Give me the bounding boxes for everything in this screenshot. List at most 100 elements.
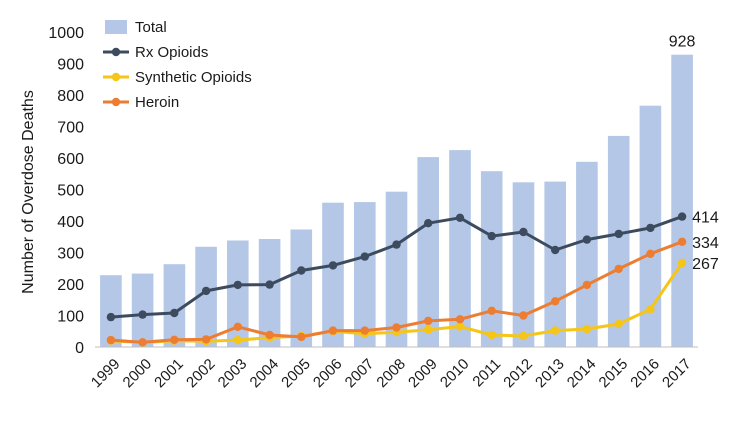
legend: Total Rx Opioids Synthetic Opioids Heroin	[103, 19, 252, 111]
bars-layer	[100, 54, 693, 347]
point-synthetic-opioids-2016	[646, 305, 655, 314]
point-heroin-2004	[265, 330, 274, 340]
point-synthetic-opioids-2014	[582, 324, 592, 334]
point-rx-opioids-2007	[360, 252, 369, 261]
point-rx-opioids-2004	[265, 280, 274, 289]
bar-total-2002	[195, 246, 217, 347]
y-tick-label: 200	[57, 277, 84, 294]
x-tick-label-2017: 2017	[659, 356, 695, 392]
legend-marker-synthetic-opioids	[111, 72, 121, 82]
point-synthetic-opioids-2011	[487, 330, 496, 340]
point-heroin-2005	[297, 332, 306, 342]
point-heroin-2011	[487, 306, 496, 315]
bar-total-2017	[671, 54, 693, 347]
x-tick-label-2003: 2003	[215, 356, 251, 392]
x-tick-label-2000: 2000	[120, 356, 156, 392]
y-tick-label: 1000	[48, 25, 84, 42]
y-tick-label: 900	[57, 57, 84, 74]
point-heroin-2016	[646, 249, 655, 258]
point-rx-opioids-2006	[328, 261, 338, 270]
x-tick-label-2014: 2014	[564, 356, 600, 392]
x-tick-label-2008: 2008	[373, 356, 409, 392]
x-tick-label-2016: 2016	[627, 356, 663, 392]
point-heroin-2012	[519, 311, 528, 320]
y-tick-label: 500	[57, 183, 84, 200]
point-heroin-2008	[392, 323, 401, 332]
bar-total-2005	[290, 229, 313, 347]
point-heroin-2017	[677, 237, 687, 246]
point-rx-opioids-2017	[677, 212, 687, 221]
point-rx-opioids-1999	[106, 312, 116, 322]
point-rx-opioids-2009	[424, 219, 433, 228]
y-tick-label: 700	[57, 120, 84, 137]
bar-total-2009	[417, 157, 439, 347]
point-heroin-2000	[138, 338, 147, 347]
bar-total-2013	[544, 181, 566, 347]
legend-swatch-total	[105, 20, 127, 34]
x-tick-label-2001: 2001	[151, 356, 187, 392]
bar-total-2014	[576, 161, 598, 347]
bar-total-2011	[480, 171, 503, 347]
lines-layer	[106, 212, 687, 347]
point-rx-opioids-2011	[487, 231, 496, 241]
y-tick-label: 400	[57, 214, 84, 231]
y-axis-title: Number of Overdose Deaths	[20, 90, 37, 294]
x-tick-label-2011: 2011	[469, 356, 504, 391]
point-heroin-2009	[424, 316, 433, 326]
point-heroin-2001	[170, 335, 179, 344]
point-synthetic-opioids-2013	[551, 326, 560, 335]
point-synthetic-opioids-2015	[614, 319, 623, 329]
y-tick-label: 300	[57, 246, 84, 263]
point-rx-opioids-2012	[519, 227, 528, 237]
x-tick-label-2002: 2002	[183, 356, 219, 392]
legend-label-rx-opioids: Rx Opioids	[135, 44, 208, 61]
bar-total-2001	[163, 264, 186, 347]
x-tick-label-2013: 2013	[532, 356, 568, 392]
point-synthetic-opioids-2010	[455, 322, 465, 331]
data-label-total-end: 928	[669, 34, 696, 51]
x-tick-label-2012: 2012	[500, 356, 536, 392]
point-rx-opioids-2002	[201, 286, 211, 296]
data-label-rx-opioids-end: 414	[692, 210, 719, 227]
point-heroin-2006	[328, 326, 338, 335]
bar-total-2004	[258, 239, 281, 347]
data-label-synthetic-opioids-end: 267	[692, 256, 719, 273]
bar-total-2008	[385, 191, 408, 347]
bar-total-2000	[131, 273, 154, 347]
y-tick-label: 600	[57, 151, 84, 168]
point-rx-opioids-2000	[138, 310, 147, 319]
x-tick-label-2010: 2010	[437, 356, 473, 392]
x-tick-label-2005: 2005	[278, 356, 314, 392]
bar-total-2007	[354, 202, 376, 347]
x-tick-label-2004: 2004	[247, 356, 283, 392]
bar-total-2010	[449, 150, 471, 347]
point-heroin-1999	[106, 335, 116, 345]
y-tick-label: 100	[57, 309, 84, 326]
point-heroin-2013	[551, 297, 560, 306]
point-heroin-2010	[455, 315, 465, 324]
point-synthetic-opioids-2003	[233, 335, 242, 345]
point-rx-opioids-2005	[297, 266, 306, 275]
point-rx-opioids-2013	[551, 245, 560, 255]
point-heroin-2014	[582, 280, 592, 290]
y-tick-label: 0	[75, 340, 84, 357]
bar-total-2015	[607, 135, 630, 347]
point-synthetic-opioids-2017	[677, 258, 687, 268]
point-rx-opioids-2015	[614, 229, 623, 239]
point-rx-opioids-2016	[646, 223, 655, 233]
point-rx-opioids-2001	[170, 308, 179, 318]
point-synthetic-opioids-2009	[424, 325, 433, 334]
point-heroin-2003	[233, 322, 242, 331]
point-heroin-2007	[360, 326, 369, 335]
point-heroin-2015	[614, 264, 623, 274]
legend-marker-rx-opioids	[111, 47, 121, 57]
labels-layer: 928 414 334 267	[669, 34, 719, 273]
point-rx-opioids-2010	[455, 213, 465, 222]
data-label-heroin-end: 334	[692, 235, 719, 252]
legend-label-synthetic-opioids: Synthetic Opioids	[135, 69, 252, 86]
bar-total-2003	[227, 240, 249, 347]
x-tick-label-1999: 1999	[88, 356, 124, 392]
x-tick-label-2015: 2015	[596, 356, 632, 392]
